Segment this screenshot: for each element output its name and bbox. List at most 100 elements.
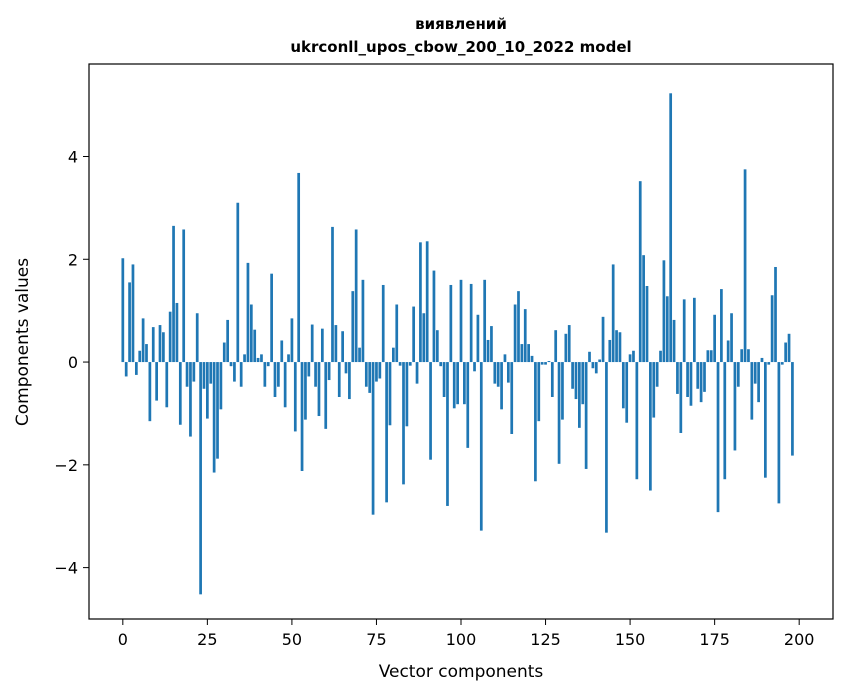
bar-115 [510, 362, 514, 434]
bar-134 [574, 362, 578, 400]
bar-135 [578, 362, 581, 428]
bar-184 [743, 169, 747, 363]
y-axis-label: Components values [13, 258, 33, 426]
bar-16 [175, 302, 179, 363]
bar-59 [320, 328, 324, 363]
bar-127 [550, 362, 554, 397]
x-tick-label: 125 [530, 630, 561, 649]
bar-17 [178, 362, 182, 425]
bar-69 [354, 229, 358, 363]
bar-123 [537, 362, 541, 422]
bar-150 [628, 354, 632, 363]
bar-154 [642, 255, 645, 363]
x-tick-label: 50 [282, 630, 302, 649]
bar-104 [473, 362, 476, 372]
bar-185 [747, 349, 750, 363]
bar-179 [726, 340, 730, 363]
bar-60 [324, 362, 328, 429]
bar-22 [195, 313, 199, 363]
bar-116 [513, 304, 517, 363]
bars-group [121, 93, 794, 595]
bar-189 [760, 357, 764, 363]
bar-52 [297, 172, 301, 363]
bar-151 [632, 350, 635, 363]
bar-36 [243, 354, 246, 363]
bar-173 [706, 350, 710, 363]
x-axis-ticks: 0 25 50 75 100 125 150 175 200 [118, 619, 814, 649]
bar-64 [337, 362, 341, 397]
y-tick-label: 4 [68, 148, 78, 167]
bar-158 [655, 362, 659, 387]
bar-133 [571, 362, 574, 389]
bar-41 [260, 354, 263, 363]
bar-186 [750, 362, 754, 420]
bar-109 [490, 326, 493, 363]
bar-73 [368, 362, 372, 393]
x-tick-label: 0 [118, 630, 128, 649]
bar-157 [652, 362, 656, 418]
x-tick-label: 150 [615, 630, 646, 649]
bar-67 [348, 362, 351, 400]
bar-156 [649, 362, 652, 491]
bar-23 [199, 362, 202, 595]
bar-20 [189, 362, 192, 437]
bar-18 [182, 229, 186, 363]
bar-47 [280, 340, 284, 363]
bar-83 [402, 362, 405, 485]
bar-44 [270, 273, 273, 363]
bar-40 [256, 357, 260, 363]
bar-12 [162, 332, 165, 363]
bar-4 [134, 362, 138, 375]
bar-148 [621, 362, 625, 409]
bar-49 [287, 354, 290, 363]
bar-122 [534, 362, 537, 482]
bar-14 [168, 311, 172, 363]
bar-152 [635, 362, 639, 480]
bar-78 [385, 362, 388, 503]
bar-153 [638, 181, 642, 363]
bar-124 [540, 362, 544, 365]
bar-163 [672, 319, 676, 363]
bar-51 [293, 362, 297, 432]
bar-140 [594, 362, 598, 374]
bar-3 [131, 264, 135, 363]
bar-9 [151, 327, 155, 363]
bar-112 [500, 362, 503, 410]
bar-54 [304, 362, 307, 420]
bar-188 [757, 362, 760, 403]
bar-88 [419, 242, 422, 363]
bar-164 [676, 362, 679, 394]
bar-101 [463, 362, 466, 405]
bar-194 [777, 362, 781, 504]
bar-120 [527, 344, 530, 363]
bar-34 [236, 202, 240, 363]
bar-19 [185, 362, 189, 387]
bar-190 [764, 362, 767, 478]
bar-129 [557, 362, 561, 464]
bar-175 [713, 314, 716, 363]
bar-21 [192, 362, 196, 382]
bar-6 [141, 318, 145, 363]
bar-81 [395, 304, 399, 363]
bar-66 [344, 362, 348, 374]
bar-131 [564, 333, 568, 363]
bar-165 [679, 362, 683, 433]
bar-137 [584, 362, 588, 469]
bar-86 [412, 306, 416, 363]
bar-0 [121, 258, 125, 363]
bar-183 [740, 349, 744, 363]
bar-72 [364, 362, 368, 387]
bar-85 [408, 362, 412, 366]
bar-121 [530, 355, 534, 363]
bar-48 [283, 362, 287, 408]
bar-35 [239, 362, 243, 387]
bar-176 [716, 362, 720, 513]
bar-89 [422, 313, 426, 363]
bar-142 [601, 316, 605, 363]
bar-111 [496, 362, 500, 387]
bar-106 [479, 362, 483, 531]
bar-96 [446, 362, 449, 506]
bar-126 [547, 361, 551, 363]
bar-195 [780, 362, 784, 365]
